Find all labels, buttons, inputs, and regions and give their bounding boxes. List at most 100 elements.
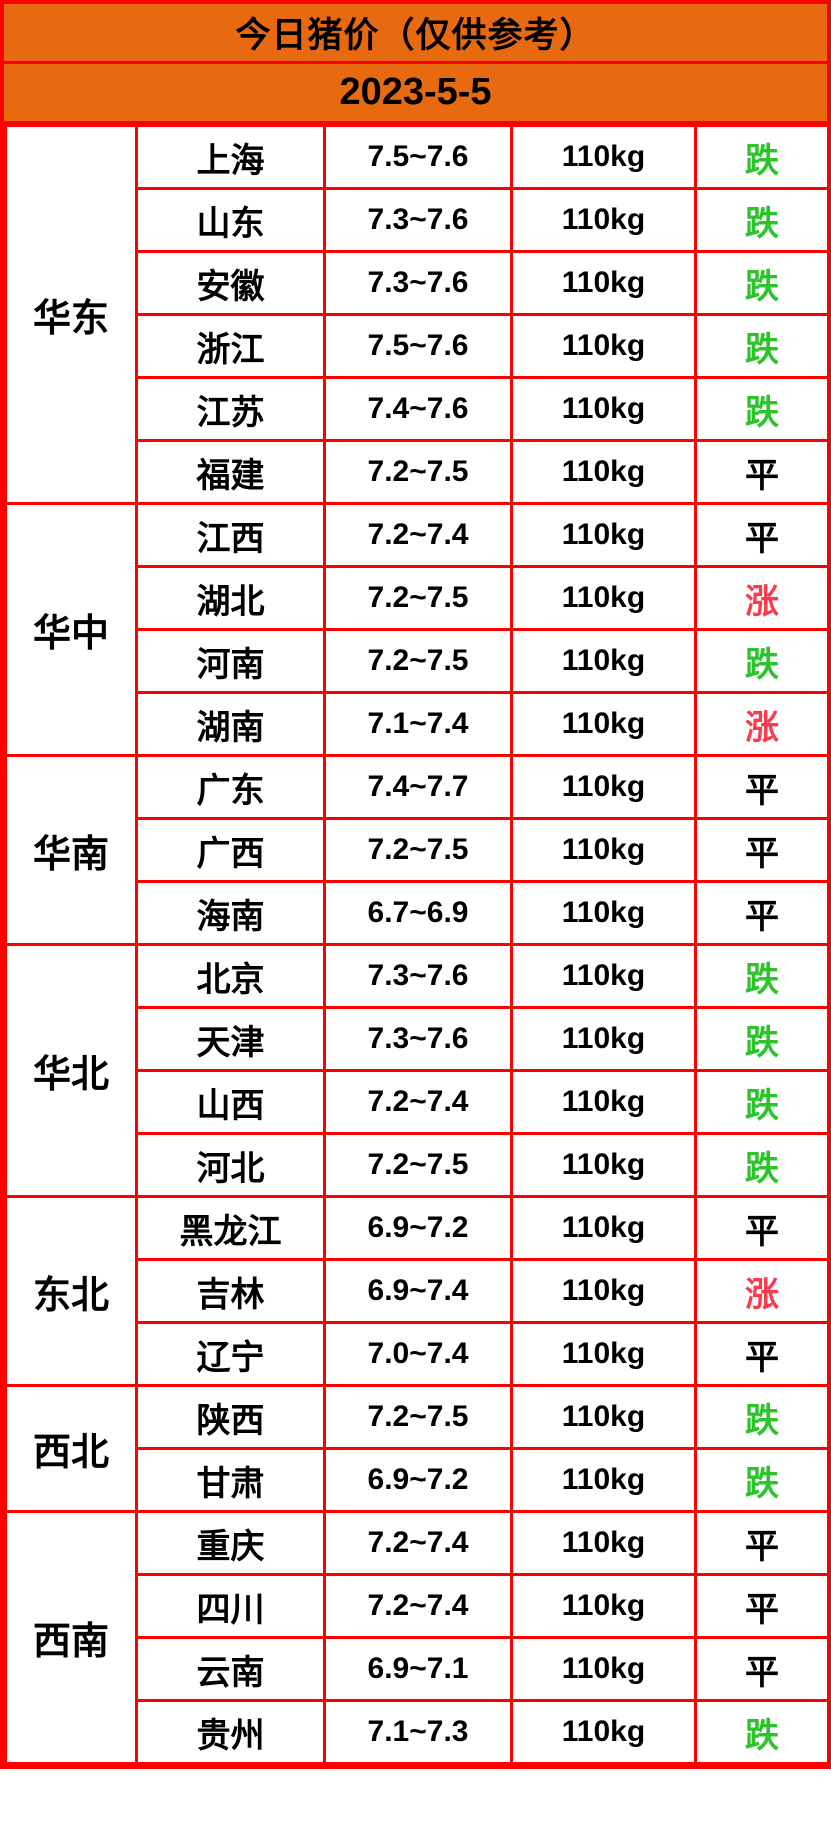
price-cell: 7.2~7.5 bbox=[323, 817, 513, 883]
trend-cell: 涨 bbox=[694, 565, 830, 631]
table-row: 湖北 7.2~7.5 110kg 涨 bbox=[6, 565, 830, 631]
weight-cell: 110kg bbox=[510, 376, 697, 442]
table-row: 河北 7.2~7.5 110kg 跌 bbox=[6, 1132, 830, 1198]
province-cell: 江苏 bbox=[135, 376, 326, 442]
weight-cell: 110kg bbox=[510, 187, 697, 253]
weight-cell: 110kg bbox=[510, 628, 697, 694]
price-cell: 7.4~7.6 bbox=[323, 376, 513, 442]
region-cell: 西南 bbox=[4, 1510, 138, 1765]
price-cell: 7.2~7.4 bbox=[323, 1510, 513, 1576]
date-label: 2023-5-5 bbox=[4, 64, 827, 124]
table-row: 山西 7.2~7.4 110kg 跌 bbox=[6, 1069, 830, 1135]
price-cell: 6.9~7.4 bbox=[323, 1258, 513, 1324]
trend-cell: 平 bbox=[694, 1510, 830, 1576]
trend-cell: 跌 bbox=[694, 1384, 830, 1450]
table-row: 安徽 7.3~7.6 110kg 跌 bbox=[6, 250, 830, 316]
trend-cell: 平 bbox=[694, 754, 830, 820]
trend-cell: 跌 bbox=[694, 313, 830, 379]
weight-cell: 110kg bbox=[510, 1384, 697, 1450]
trend-cell: 跌 bbox=[694, 943, 830, 1009]
price-table-body: 华东 上海 7.5~7.6 110kg 跌山东 7.3~7.6 110kg 跌安徽 7.3~7.… bbox=[4, 124, 830, 1765]
trend-cell: 跌 bbox=[694, 1699, 830, 1765]
province-cell: 海南 bbox=[135, 880, 326, 946]
region-cell: 东北 bbox=[4, 1195, 138, 1387]
price-cell: 7.2~7.5 bbox=[323, 628, 513, 694]
price-cell: 6.9~7.1 bbox=[323, 1636, 513, 1702]
trend-cell: 跌 bbox=[694, 1069, 830, 1135]
price-cell: 7.3~7.6 bbox=[323, 1006, 513, 1072]
weight-cell: 110kg bbox=[510, 565, 697, 631]
trend-cell: 平 bbox=[694, 1195, 830, 1261]
price-cell: 7.2~7.4 bbox=[323, 502, 513, 568]
price-cell: 7.1~7.3 bbox=[323, 1699, 513, 1765]
table-row: 华中 江西 7.2~7.4 110kg 平 bbox=[4, 502, 830, 757]
page-title: 今日猪价（仅供参考） bbox=[4, 4, 827, 64]
table-row: 湖南 7.1~7.4 110kg 涨 bbox=[6, 691, 830, 757]
price-cell: 7.2~7.5 bbox=[323, 1132, 513, 1198]
table-row: 华东 上海 7.5~7.6 110kg 跌 bbox=[4, 124, 830, 505]
province-cell: 甘肃 bbox=[135, 1447, 326, 1513]
weight-cell: 110kg bbox=[510, 439, 697, 505]
province-cell: 安徽 bbox=[135, 250, 326, 316]
province-cell: 云南 bbox=[135, 1636, 326, 1702]
region-cell: 华中 bbox=[4, 502, 138, 757]
province-cell: 重庆 bbox=[135, 1510, 326, 1576]
table-row: 东北 黑龙江 6.9~7.2 110kg 平 bbox=[4, 1195, 830, 1387]
trend-cell: 跌 bbox=[694, 187, 830, 253]
province-cell: 山东 bbox=[135, 187, 326, 253]
province-cell: 吉林 bbox=[135, 1258, 326, 1324]
weight-cell: 110kg bbox=[510, 1510, 697, 1576]
region-cell: 华东 bbox=[4, 124, 138, 505]
table-row: 广西 7.2~7.5 110kg 平 bbox=[6, 817, 830, 883]
trend-cell: 跌 bbox=[694, 1006, 830, 1072]
weight-cell: 110kg bbox=[510, 1258, 697, 1324]
table-row: 河南 7.2~7.5 110kg 跌 bbox=[6, 628, 830, 694]
price-cell: 7.5~7.6 bbox=[323, 124, 513, 190]
price-cell: 6.9~7.2 bbox=[323, 1195, 513, 1261]
weight-cell: 110kg bbox=[510, 502, 697, 568]
region-cell: 西北 bbox=[4, 1384, 138, 1513]
province-cell: 广西 bbox=[135, 817, 326, 883]
trend-cell: 涨 bbox=[694, 1258, 830, 1324]
trend-cell: 跌 bbox=[694, 628, 830, 694]
table-row: 福建 7.2~7.5 110kg 平 bbox=[6, 439, 830, 505]
price-cell: 7.2~7.4 bbox=[323, 1069, 513, 1135]
trend-cell: 跌 bbox=[694, 1447, 830, 1513]
trend-cell: 平 bbox=[694, 1321, 830, 1387]
price-cell: 7.2~7.5 bbox=[323, 1384, 513, 1450]
province-cell: 浙江 bbox=[135, 313, 326, 379]
province-cell: 湖北 bbox=[135, 565, 326, 631]
province-cell: 贵州 bbox=[135, 1699, 326, 1765]
weight-cell: 110kg bbox=[510, 1006, 697, 1072]
province-cell: 河南 bbox=[135, 628, 326, 694]
region-cell: 华北 bbox=[4, 943, 138, 1198]
price-cell: 7.5~7.6 bbox=[323, 313, 513, 379]
weight-cell: 110kg bbox=[510, 880, 697, 946]
trend-cell: 跌 bbox=[694, 1132, 830, 1198]
weight-cell: 110kg bbox=[510, 754, 697, 820]
weight-cell: 110kg bbox=[510, 1699, 697, 1765]
trend-cell: 平 bbox=[694, 1636, 830, 1702]
province-cell: 北京 bbox=[135, 943, 326, 1009]
province-cell: 福建 bbox=[135, 439, 326, 505]
province-cell: 山西 bbox=[135, 1069, 326, 1135]
weight-cell: 110kg bbox=[510, 1132, 697, 1198]
table-row: 贵州 7.1~7.3 110kg 跌 bbox=[6, 1699, 830, 1765]
price-cell: 7.3~7.6 bbox=[323, 187, 513, 253]
province-cell: 辽宁 bbox=[135, 1321, 326, 1387]
table-row: 西北 陕西 7.2~7.5 110kg 跌 bbox=[4, 1384, 830, 1513]
price-table: 华东 上海 7.5~7.6 110kg 跌山东 7.3~7.6 110kg 跌安徽 7.3~7.… bbox=[4, 124, 830, 1765]
weight-cell: 110kg bbox=[510, 1321, 697, 1387]
weight-cell: 110kg bbox=[510, 1636, 697, 1702]
province-cell: 陕西 bbox=[135, 1384, 326, 1450]
weight-cell: 110kg bbox=[510, 250, 697, 316]
table-row: 天津 7.3~7.6 110kg 跌 bbox=[6, 1006, 830, 1072]
weight-cell: 110kg bbox=[510, 1447, 697, 1513]
table-row: 山东 7.3~7.6 110kg 跌 bbox=[6, 187, 830, 253]
weight-cell: 110kg bbox=[510, 817, 697, 883]
price-cell: 6.9~7.2 bbox=[323, 1447, 513, 1513]
trend-cell: 跌 bbox=[694, 124, 830, 190]
province-cell: 广东 bbox=[135, 754, 326, 820]
price-cell: 7.0~7.4 bbox=[323, 1321, 513, 1387]
table-row: 四川 7.2~7.4 110kg 平 bbox=[6, 1573, 830, 1639]
